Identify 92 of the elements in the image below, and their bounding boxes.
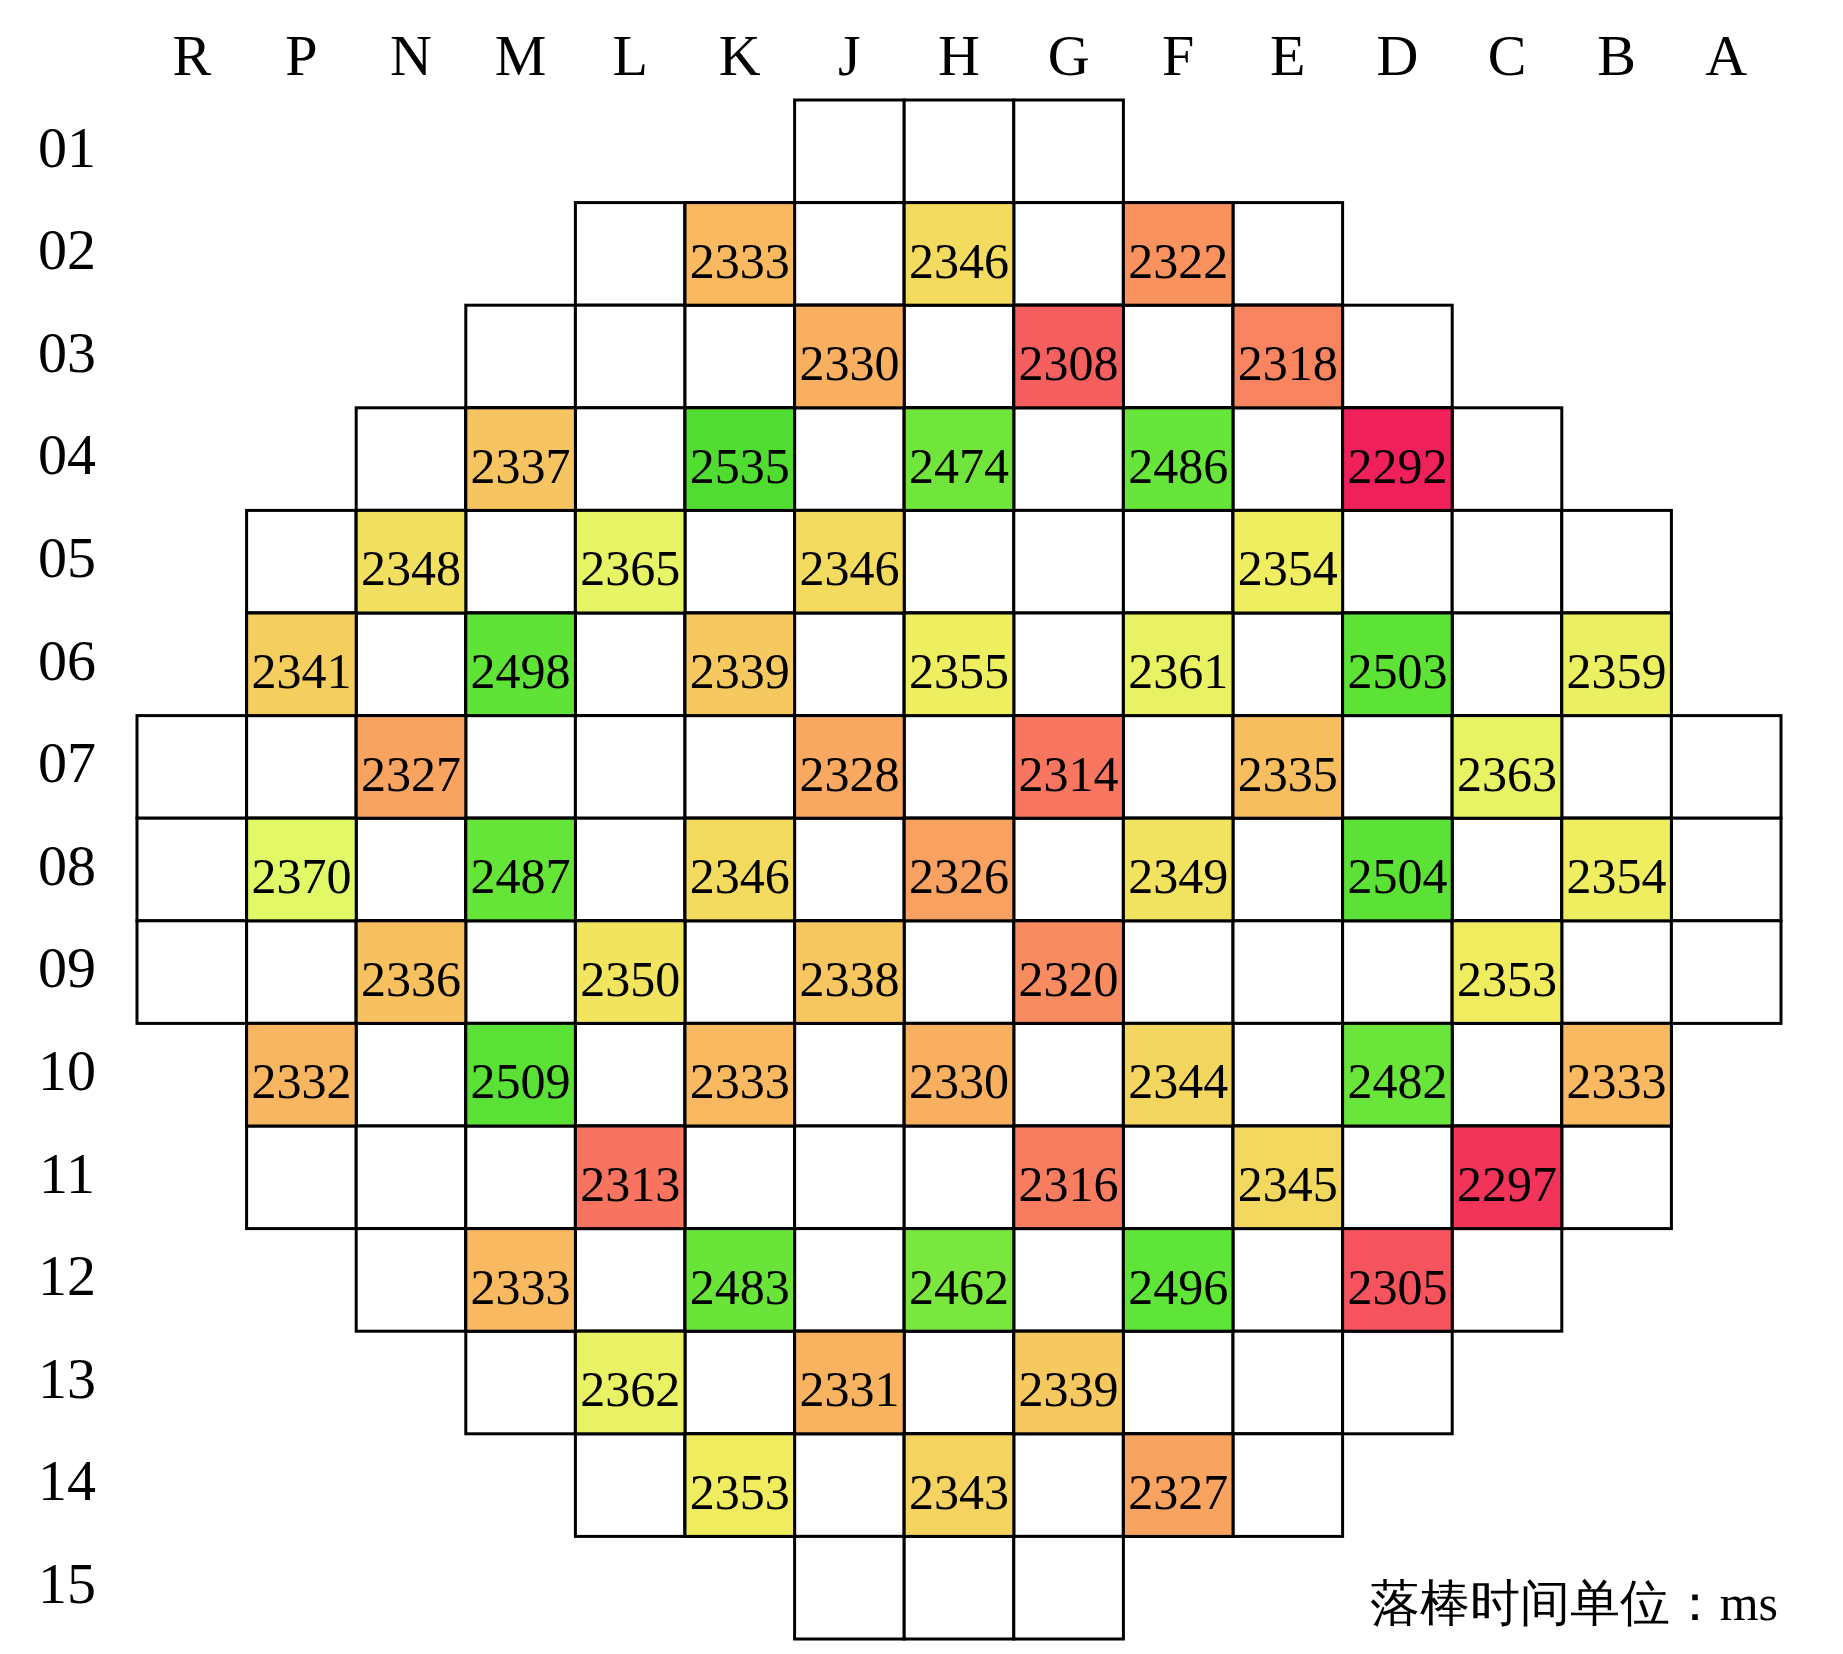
data-label: 2339 — [1018, 1361, 1119, 1418]
data-label: 2348 — [361, 540, 461, 597]
x-tick-label: J — [838, 23, 861, 88]
data-label: 2503 — [1347, 643, 1448, 700]
data-label: 2292 — [1347, 437, 1448, 494]
data-label: 2353 — [689, 1463, 790, 1520]
data-label: 2305 — [1347, 1258, 1448, 1315]
data-label: 2509 — [470, 1053, 571, 1110]
data-label: 2335 — [1237, 745, 1338, 802]
data-label: 2487 — [470, 848, 571, 905]
y-tick-label: 04 — [38, 422, 96, 488]
x-tick-label: K — [718, 23, 761, 88]
data-label: 2332 — [251, 1053, 352, 1110]
data-label: 2349 — [1128, 848, 1229, 905]
data-label: 2337 — [470, 437, 571, 494]
data-label: 2370 — [251, 848, 352, 905]
y-tick-label: 05 — [38, 525, 96, 591]
data-label: 2341 — [251, 643, 352, 700]
y-tick-label: 07 — [38, 730, 96, 796]
x-tick-label: M — [494, 23, 547, 88]
data-label: 2355 — [909, 643, 1009, 700]
y-tick-label: 13 — [38, 1345, 96, 1411]
data-label: 2474 — [909, 437, 1009, 494]
data-label: 2486 — [1128, 437, 1229, 494]
data-label: 2361 — [1128, 643, 1229, 700]
y-tick-label: 12 — [38, 1243, 96, 1309]
y-tick-label: 11 — [39, 1140, 95, 1206]
data-label: 2496 — [1128, 1258, 1229, 1315]
data-label: 2354 — [1237, 540, 1338, 597]
data-label: 2350 — [580, 950, 681, 1007]
x-tick-label: E — [1270, 23, 1306, 88]
data-label: 2322 — [1128, 232, 1229, 289]
x-tick-label: B — [1597, 23, 1636, 88]
data-label: 2353 — [1457, 950, 1557, 1007]
x-tick-label: R — [172, 23, 212, 88]
data-label: 2333 — [1566, 1053, 1667, 1110]
data-label: 2331 — [799, 1361, 900, 1418]
data-label: 2333 — [470, 1258, 571, 1315]
data-label: 2535 — [689, 437, 790, 494]
x-tick-label: A — [1705, 23, 1748, 88]
annotation: 落棒时间单位：ms — [1369, 1575, 1778, 1631]
data-label: 2482 — [1347, 1053, 1448, 1110]
x-tick-label: C — [1487, 23, 1527, 88]
data-label: 2320 — [1018, 950, 1119, 1007]
x-tick-label: F — [1162, 23, 1195, 88]
data-label: 2336 — [361, 950, 461, 1007]
x-tick-label: H — [938, 23, 980, 88]
data-label: 2327 — [1128, 1463, 1229, 1520]
y-tick-label: 14 — [38, 1448, 96, 1514]
x-tick-label: P — [285, 23, 318, 88]
data-label: 2365 — [580, 540, 681, 597]
data-label: 2346 — [909, 232, 1009, 289]
data-label: 2297 — [1457, 1156, 1557, 1213]
data-label: 2462 — [909, 1258, 1009, 1315]
data-label: 2308 — [1018, 335, 1119, 392]
data-label: 2330 — [909, 1053, 1009, 1110]
data-label: 2498 — [470, 643, 571, 700]
data-label: 2483 — [689, 1258, 790, 1315]
data-label: 2326 — [909, 848, 1009, 905]
y-tick-label: 08 — [38, 832, 96, 898]
data-label: 2314 — [1018, 745, 1119, 802]
x-tick-label: L — [612, 23, 648, 88]
data-label: 2362 — [580, 1361, 681, 1418]
data-label: 2333 — [689, 1053, 790, 1110]
data-label: 2316 — [1018, 1156, 1119, 1213]
y-tick-label: 03 — [38, 319, 96, 385]
data-label: 2359 — [1566, 643, 1667, 700]
y-tick-label: 02 — [38, 217, 96, 283]
data-label: 2363 — [1457, 745, 1557, 802]
data-label: 2344 — [1128, 1053, 1229, 1110]
data-label: 2346 — [799, 540, 900, 597]
data-label: 2313 — [580, 1156, 681, 1213]
x-tick-label: G — [1047, 23, 1090, 88]
data-label: 2333 — [689, 232, 790, 289]
y-tick-label: 09 — [38, 935, 96, 1001]
data-label: 2354 — [1566, 848, 1667, 905]
y-tick-label: 01 — [38, 114, 96, 180]
y-tick-label: 06 — [38, 627, 96, 693]
y-tick-label: 15 — [38, 1551, 96, 1617]
data-label: 2327 — [361, 745, 461, 802]
data-label: 2328 — [799, 745, 900, 802]
data-label: 2338 — [799, 950, 900, 1007]
data-label: 2339 — [689, 643, 790, 700]
x-tick-label: D — [1376, 23, 1419, 88]
data-label: 2346 — [689, 848, 790, 905]
data-label: 2504 — [1347, 848, 1448, 905]
data-label: 2318 — [1237, 335, 1338, 392]
y-tick-label: 10 — [38, 1038, 96, 1104]
x-tick-label: N — [390, 23, 432, 88]
data-label: 2330 — [799, 335, 900, 392]
data-label: 2343 — [909, 1463, 1009, 1520]
data-label: 2345 — [1237, 1156, 1338, 1213]
